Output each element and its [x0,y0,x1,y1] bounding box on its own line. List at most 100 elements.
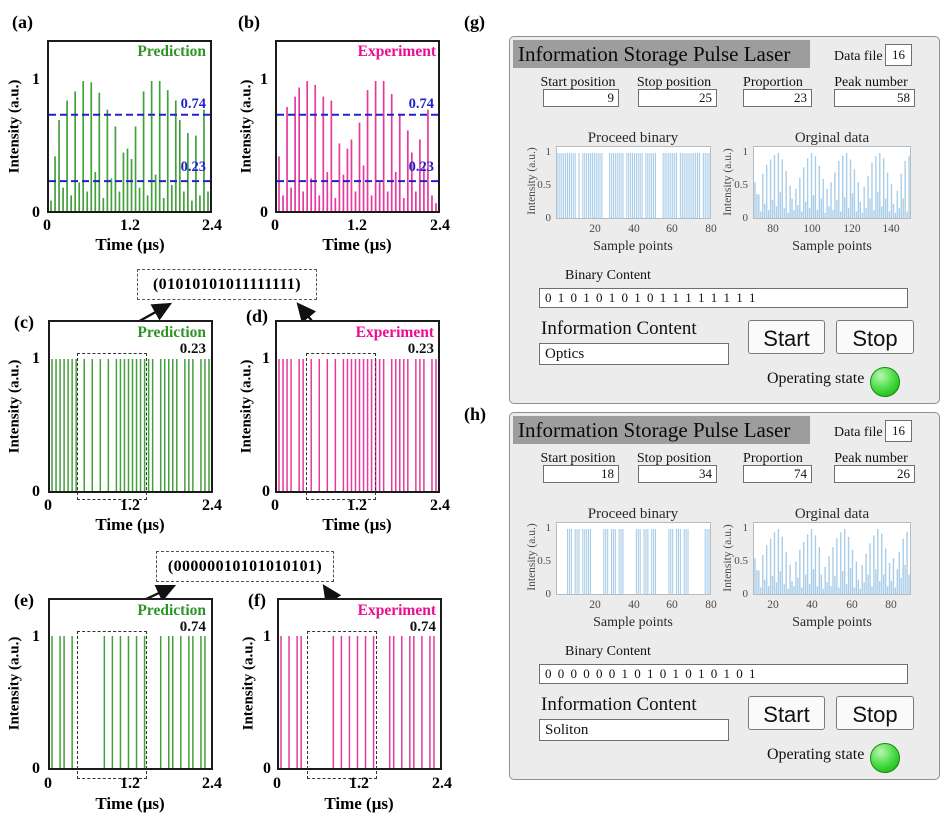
x-tick-c-0: 0 [44,497,52,514]
start-position-field-h[interactable]: 18 [543,465,619,483]
gx-tick: 140 [882,223,900,235]
information-content-field-h[interactable]: Soliton [539,719,729,741]
x-tick-e-12: 1.2 [120,775,140,792]
information-content-label-g: Information Content [541,318,697,339]
gx-tick: 80 [705,223,717,235]
data-file-field-h[interactable]: 16 [885,420,912,442]
gx-tick: 40 [628,223,640,235]
panel-tag-c: (c) [14,312,34,332]
stop-button-g[interactable]: Stop [836,320,914,354]
proportion-field-h[interactable]: 74 [743,465,812,483]
gx-tick: 20 [589,223,601,235]
highlight-region-c [77,353,147,500]
gx-tick: 40 [806,599,818,611]
gy-tick: 0 [742,588,749,600]
y-tick-c-0: 0 [32,483,40,500]
threshold-label-b-074: 0.74 [408,96,434,112]
proceed-binary-plot-g [556,146,711,219]
y-tick-d-1: 1 [262,350,270,367]
panel-tag-b: (b) [238,12,260,32]
gy-tick: 0.5 [537,179,551,191]
y-tick-a-1: 1 [32,71,40,88]
threshold-value-e: 0.74 [179,619,206,635]
stop-position-label-h: Stop position [636,451,712,466]
app-window-g: Information Storage Pulse Laser Data fil… [509,36,940,404]
x-axis-label-b: Time (μs) [322,235,392,254]
stop-button-h[interactable]: Stop [836,696,914,730]
x-tick-b-24: 2.4 [430,217,450,234]
orginal-data-xlabel-g: Sample points [792,239,872,254]
app-title-h: Information Storage Pulse Laser [513,416,810,444]
proceed-binary-xlabel-g: Sample points [593,239,673,254]
threshold-label-a-074: 0.74 [180,96,206,112]
threshold-value-f: 0.74 [409,619,436,635]
x-tick-d-12: 1.2 [347,497,367,514]
start-position-field-g[interactable]: 9 [543,89,619,107]
gx-tick: 20 [767,599,779,611]
proceed-binary-chart-g [557,153,710,218]
proceed-binary-title-h: Proceed binary [587,506,679,522]
orginal-data-title-h: Orginal data [794,506,870,522]
x-axis-label-f: Time (μs) [324,794,394,813]
start-position-label-h: Start position [540,451,616,466]
legend-e: Prediction [137,602,206,619]
legend-d: Experiment [355,324,434,341]
data-file-label-h: Data file [834,425,883,440]
information-content-label-h: Information Content [541,694,697,715]
operating-led-indicator-g [870,367,900,397]
gy-tick: 1 [545,522,552,534]
peak-number-field-h[interactable]: 26 [834,465,915,483]
information-content-field-g[interactable]: Optics [539,343,729,365]
orginal-data-plot-h [753,522,911,595]
start-button-g[interactable]: Start [748,320,825,354]
stop-position-field-g[interactable]: 25 [638,89,717,107]
x-tick-e-24: 2.4 [202,775,222,792]
start-button-h[interactable]: Start [748,696,825,730]
plot-box-e [48,598,213,770]
binary-annotation-cd: (01010101011111111) [137,269,317,300]
x-tick-d-0: 0 [271,497,279,514]
x-tick-b-0: 0 [271,217,279,234]
gy-tick: 0 [742,212,749,224]
threshold-label-a-023: 0.23 [180,159,206,175]
x-axis-label-d: Time (μs) [322,515,392,534]
y-tick-f-1: 1 [263,628,271,645]
x-tick-c-24: 2.4 [202,497,222,514]
y-tick-b-0: 0 [260,204,268,221]
x-tick-e-0: 0 [44,775,52,792]
x-tick-f-12: 1.2 [349,775,369,792]
gx-tick: 80 [705,599,717,611]
x-axis-label-c: Time (μs) [95,515,165,534]
gy-tick: 0 [545,588,552,600]
gx-tick: 60 [846,599,858,611]
x-tick-d-24: 2.4 [430,497,450,514]
prediction-binary-chart-c [51,359,210,491]
x-tick-c-12: 1.2 [120,497,140,514]
y-tick-f-0: 0 [263,760,271,777]
proportion-field-g[interactable]: 23 [743,89,812,107]
x-axis-label-a: Time (μs) [95,235,165,254]
binary-content-field-g[interactable]: 0 1 0 1 0 1 0 1 0 1 1 1 1 1 1 1 1 [539,288,908,308]
peak-number-field-g[interactable]: 58 [834,89,915,107]
y-tick-a-0: 0 [32,204,40,221]
plot-box-f [277,598,442,770]
legend-f: Experiment [357,602,436,619]
peak-number-label-g: Peak number [834,75,908,90]
gy-tick: 0.5 [734,555,748,567]
proceed-binary-plot-h [556,522,711,595]
gx-tick: 20 [589,599,601,611]
plot-box-a [47,40,212,213]
gx-tick: 60 [666,223,678,235]
binary-content-field-h[interactable]: 0 0 0 0 0 0 1 0 1 0 1 0 1 0 1 0 1 [539,664,908,684]
start-position-label-g: Start position [540,75,616,90]
data-file-field-g[interactable]: 16 [885,44,912,66]
gy-tick: 0.5 [537,555,551,567]
x-tick-b-12: 1.2 [347,217,367,234]
peak-number-label-h: Peak number [834,451,908,466]
gy-tick: 1 [742,146,749,158]
gy-tick: 1 [545,146,552,158]
stop-position-label-g: Stop position [636,75,712,90]
stop-position-field-h[interactable]: 34 [638,465,717,483]
x-tick-f-24: 2.4 [432,775,452,792]
highlight-region-f [307,631,377,779]
